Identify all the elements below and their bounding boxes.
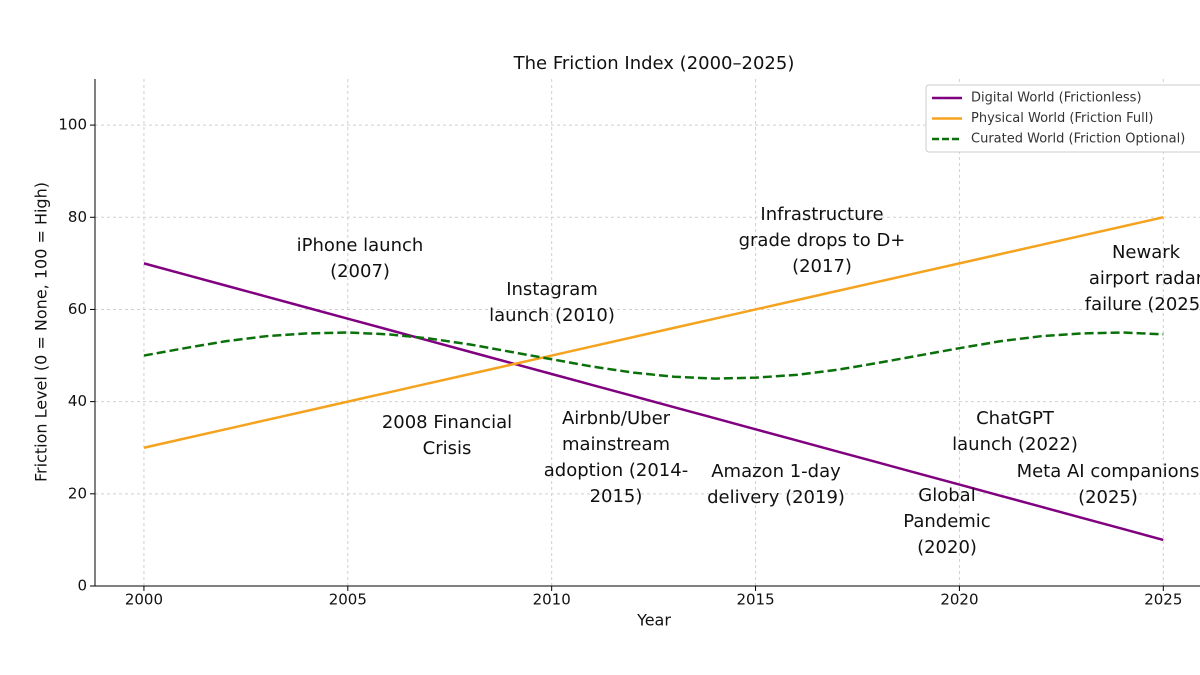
annotation: Airbnb/Uber mainstream adoption (2014- 2015… — [544, 408, 688, 507]
annotation-line: delivery (2019) — [707, 487, 845, 508]
x-tick-label: 2020 — [940, 591, 978, 609]
annotation-line: launch (2022) — [952, 434, 1078, 455]
annotation-line: Pandemic — [903, 511, 990, 532]
annotation-line: ChatGPT — [976, 408, 1055, 429]
annotation-line: failure (2025) — [1085, 294, 1200, 315]
x-tick-label: 2005 — [329, 591, 367, 609]
legend-box — [925, 84, 1200, 153]
annotation-line: Infrastructure — [760, 204, 883, 225]
annotation-line: (2020) — [917, 537, 977, 558]
annotation-line: grade drops to D+ — [739, 230, 906, 251]
y-axis-label: Friction Level (0 = None, 100 = High) — [32, 182, 51, 482]
chart-title: The Friction Index (2000–2025) — [513, 53, 795, 74]
annotation: Newark airport radar failure (2025) — [1085, 242, 1200, 315]
y-tick-label: 0 — [77, 577, 87, 595]
series-line — [143, 262, 1164, 542]
annotation-line: Newark — [1112, 242, 1181, 263]
annotation-line: Amazon 1-day — [711, 461, 841, 482]
annotation-line: 2008 Financial — [382, 412, 512, 433]
annotation-line: (2025) — [1078, 487, 1138, 508]
legend-label: Curated World (Friction Optional) — [971, 132, 1185, 147]
annotation: Instagram launch (2010) — [489, 279, 615, 326]
series-line — [143, 331, 1164, 380]
annotation: 2008 Financial Crisis — [382, 412, 512, 459]
annotation-line: Meta AI companions — [1017, 461, 1200, 482]
annotation: Meta AI companions (2025) — [1017, 461, 1200, 508]
annotation: Global Pandemic (2020) — [903, 485, 990, 558]
legend-label: Digital World (Frictionless) — [971, 91, 1142, 106]
annotation: ChatGPT launch (2022) — [952, 408, 1078, 455]
y-tick-label: 100 — [58, 116, 87, 134]
annotation-line: adoption (2014- — [544, 460, 688, 481]
x-tick-label: 2000 — [125, 591, 163, 609]
y-tick-label: 20 — [68, 484, 87, 502]
x-tick-label: 2010 — [533, 591, 571, 609]
annotation-line: Crisis — [423, 438, 472, 459]
y-tick-label: 40 — [68, 392, 87, 410]
legend-label: Physical World (Friction Full) — [971, 111, 1153, 126]
annotation-line: iPhone launch — [297, 235, 424, 256]
annotation-line: 2015) — [590, 486, 643, 507]
annotation-line: Global — [918, 485, 975, 506]
x-tick-label: 2015 — [736, 591, 774, 609]
annotation-line: airport radar — [1089, 268, 1200, 289]
legend: Digital World (Frictionless) Physical Wor… — [925, 84, 1200, 153]
annotation-line: launch (2010) — [489, 305, 615, 326]
annotation-line: mainstream — [562, 434, 670, 455]
annotation: Infrastructure grade drops to D+ (2017) — [739, 204, 906, 277]
annotation: Amazon 1-day delivery (2019) — [707, 461, 845, 508]
y-tick-label: 60 — [68, 300, 87, 318]
annotation-line: (2007) — [330, 261, 390, 282]
annotation: iPhone launch (2007) — [297, 235, 424, 282]
series-line — [143, 216, 1164, 449]
annotation-line: (2017) — [792, 256, 852, 277]
x-tick-label: 2025 — [1144, 591, 1182, 609]
annotation-line: Instagram — [506, 279, 598, 300]
x-axis-label: Year — [636, 611, 671, 630]
annotation-line: Airbnb/Uber — [562, 408, 671, 429]
y-tick-label: 80 — [68, 208, 87, 226]
